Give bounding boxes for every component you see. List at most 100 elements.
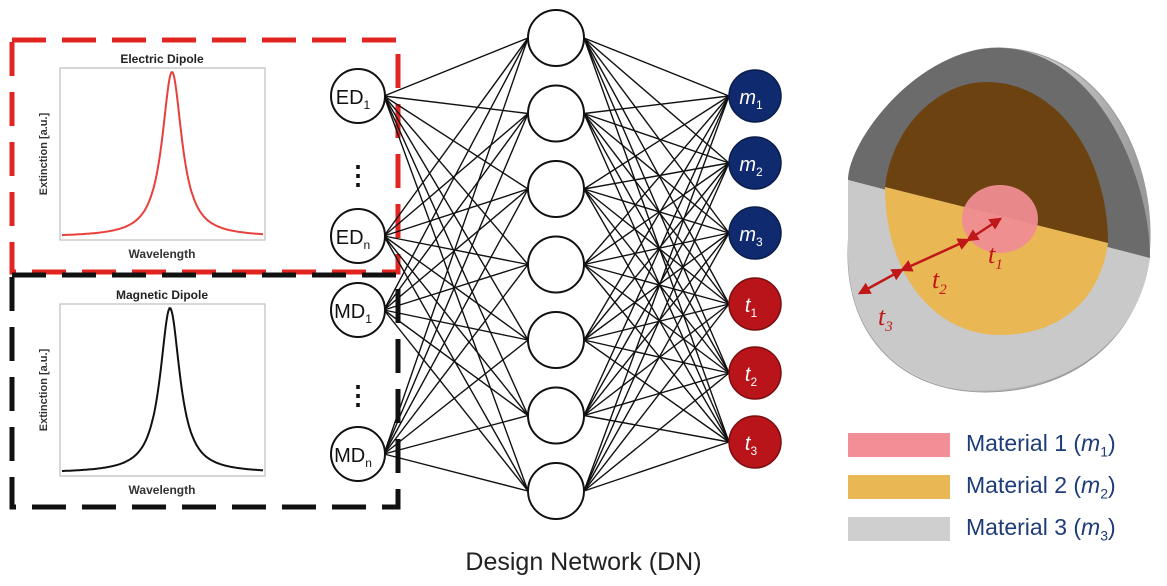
electric-plot-ylabel: Extinction [a.u.] bbox=[38, 112, 50, 195]
magnetic-plot-ylabel: Extinction [a.u.] bbox=[38, 348, 50, 431]
connection-line bbox=[583, 188, 730, 234]
output-node-m1: m1 bbox=[728, 69, 782, 123]
connection-line bbox=[583, 232, 730, 492]
magnetic-plot-title: Magnetic Dipole bbox=[116, 288, 208, 302]
connection-line bbox=[383, 95, 529, 115]
electric-plot-title: Electric Dipole bbox=[120, 52, 204, 66]
connection-line bbox=[583, 372, 730, 492]
connection-line bbox=[583, 339, 730, 443]
connection-line bbox=[383, 414, 529, 455]
hidden-node bbox=[527, 311, 585, 369]
hidden-node bbox=[527, 84, 585, 143]
connection-line bbox=[383, 37, 529, 97]
legend-label-material-3: Material 3 (m3) bbox=[966, 514, 1116, 544]
svg-text:MD1: MD1 bbox=[334, 301, 372, 326]
output-node-m2: m2 bbox=[728, 136, 782, 190]
arrow-t3 bbox=[857, 268, 905, 295]
connection-line bbox=[583, 188, 730, 374]
connection-line bbox=[383, 235, 529, 341]
connection-line bbox=[383, 113, 529, 455]
arrow-t2 bbox=[899, 238, 971, 272]
magnetic-dipole-plot: Magnetic Dipole Extinction [a.u.] Wavele… bbox=[38, 288, 266, 497]
connection-line bbox=[583, 113, 730, 374]
connection-line bbox=[383, 37, 529, 311]
output-label-sub: 3 bbox=[756, 235, 763, 249]
connection-line bbox=[383, 263, 529, 311]
connection-line bbox=[583, 37, 730, 374]
legend-swatch-material-1 bbox=[848, 433, 950, 457]
hidden-node bbox=[527, 160, 585, 218]
connection-line bbox=[583, 232, 730, 416]
connection-line bbox=[383, 37, 529, 237]
hidden-node bbox=[527, 9, 585, 67]
connection-line bbox=[583, 441, 730, 492]
legend-item-material-3: Material 3 (m3) bbox=[848, 508, 1116, 550]
connection-line bbox=[383, 309, 529, 417]
magnetic-plot-xlabel: Wavelength bbox=[129, 483, 196, 497]
connection-line bbox=[583, 37, 730, 97]
connection-line bbox=[583, 188, 730, 305]
arrow-t1 bbox=[965, 217, 1003, 242]
connection-line bbox=[583, 113, 730, 305]
legend-swatch-material-2 bbox=[848, 475, 950, 499]
diagram-caption: Design Network (DN) bbox=[465, 548, 702, 576]
output-node-t2: t2 bbox=[728, 346, 782, 400]
network-connections bbox=[383, 37, 730, 492]
input-label-main: MD bbox=[334, 445, 365, 467]
output-label-sub: 2 bbox=[750, 375, 757, 389]
output-label-sub: 2 bbox=[756, 165, 763, 179]
input-node-ed1: ED1 bbox=[330, 68, 386, 124]
input-label-sub: 1 bbox=[365, 312, 372, 326]
connection-line bbox=[383, 95, 529, 341]
connection-line bbox=[583, 264, 730, 443]
input-label-main: ED bbox=[336, 227, 364, 249]
connection-line bbox=[583, 162, 730, 190]
connection-line bbox=[583, 232, 730, 266]
connection-line bbox=[383, 188, 529, 455]
connection-line bbox=[583, 37, 730, 443]
input-layer: ED1 ⋮ EDn MD1 ⋮ MDn bbox=[330, 68, 386, 482]
output-label-sub: 1 bbox=[756, 98, 763, 112]
connection-line bbox=[583, 303, 730, 417]
connection-line bbox=[583, 112, 730, 164]
hidden-node bbox=[527, 462, 585, 520]
input-ellipsis-top: ⋮ bbox=[345, 160, 371, 190]
connection-line bbox=[383, 309, 529, 341]
connection-line bbox=[583, 232, 730, 341]
svg-text:m3: m3 bbox=[739, 224, 763, 249]
hidden-node bbox=[527, 386, 585, 445]
connection-line bbox=[583, 162, 730, 266]
svg-text:ED1: ED1 bbox=[336, 87, 371, 112]
legend-item-material-1: Material 1 (m1) bbox=[848, 424, 1116, 466]
output-label-main: t bbox=[745, 433, 752, 455]
particle-middle-lower bbox=[885, 187, 1108, 335]
svg-text:t3: t3 bbox=[745, 433, 758, 458]
connection-line bbox=[583, 162, 730, 492]
output-layer: m1 m2 m3 t1 t2 t3 bbox=[728, 69, 782, 469]
connection-line bbox=[383, 37, 529, 455]
connection-line bbox=[583, 162, 730, 341]
output-label-main: m bbox=[739, 154, 756, 176]
connection-line bbox=[583, 263, 730, 374]
svg-text:MDn: MDn bbox=[334, 445, 372, 470]
connection-line bbox=[383, 264, 529, 455]
connection-line bbox=[583, 372, 730, 417]
connection-line bbox=[583, 339, 730, 374]
legend-label-material-2: Material 2 (m2) bbox=[966, 472, 1116, 502]
input-label-sub: n bbox=[364, 238, 371, 252]
output-label-main: t bbox=[745, 364, 752, 386]
connection-line bbox=[583, 95, 730, 416]
input-label-main: ED bbox=[336, 87, 364, 109]
connection-line bbox=[383, 95, 529, 265]
particle-label-t3: t3 bbox=[878, 302, 893, 335]
svg-text:m1: m1 bbox=[739, 87, 763, 112]
materials-legend: Material 1 (m1) Material 2 (m2) Material… bbox=[848, 424, 1116, 550]
electric-dipole-plot: Electric Dipole Extinction [a.u.] Wavele… bbox=[38, 52, 266, 261]
connection-line bbox=[383, 95, 529, 416]
input-label-main: MD bbox=[334, 301, 365, 323]
svg-text:m2: m2 bbox=[739, 154, 763, 179]
particle-label-t1: t1 bbox=[988, 240, 1003, 273]
output-label-sub: 3 bbox=[750, 444, 757, 458]
input-ellipsis-bottom: ⋮ bbox=[345, 380, 371, 410]
